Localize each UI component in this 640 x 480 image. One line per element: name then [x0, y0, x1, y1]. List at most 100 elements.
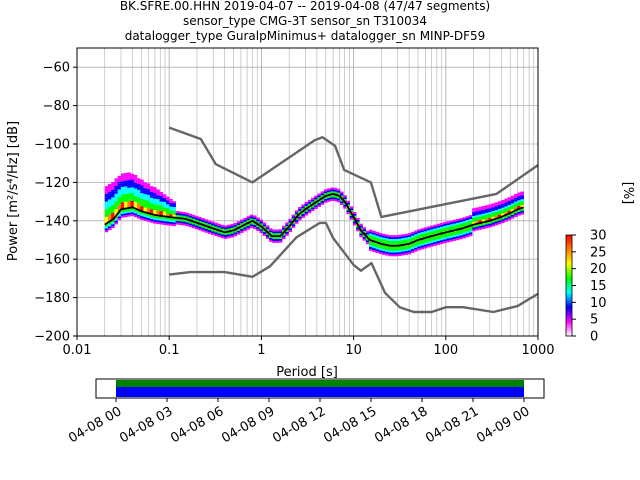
density-cell	[149, 220, 154, 223]
density-cell	[136, 189, 141, 192]
density-cell	[191, 216, 196, 219]
density-cell	[104, 207, 109, 210]
density-cell	[124, 205, 128, 208]
density-cell	[259, 221, 263, 224]
density-cell	[420, 239, 425, 242]
density-cell	[478, 220, 483, 223]
density-cell	[207, 222, 212, 225]
density-cell	[249, 222, 254, 225]
density-cell	[130, 210, 135, 213]
density-cell	[153, 219, 157, 222]
density-cell	[117, 183, 122, 186]
density-cell	[223, 233, 228, 236]
density-cell	[443, 237, 447, 240]
density-cell	[501, 217, 505, 220]
density-cell	[136, 205, 141, 208]
density-cell	[178, 211, 183, 214]
density-cell	[278, 240, 283, 243]
density-cell	[468, 226, 473, 229]
density-cell	[517, 196, 521, 199]
density-cell	[169, 202, 173, 205]
density-cell	[294, 221, 299, 224]
density-cell	[230, 224, 234, 226]
density-cell	[311, 197, 315, 200]
density-cell	[124, 197, 128, 200]
density-cell	[501, 205, 505, 208]
density-cell	[262, 232, 267, 234]
density-cell	[117, 179, 122, 182]
density-cell	[230, 233, 234, 236]
density-cell	[330, 191, 334, 194]
density-cell	[420, 234, 425, 236]
density-cell	[178, 213, 183, 216]
density-cell	[159, 216, 164, 219]
density-cell	[146, 206, 151, 209]
density-cell	[124, 186, 128, 189]
density-cell	[494, 211, 499, 214]
density-cell	[359, 231, 363, 234]
density-cell	[124, 203, 128, 206]
density-cell	[504, 212, 508, 214]
density-cell	[459, 233, 463, 236]
density-cell	[107, 212, 112, 215]
density-cell	[214, 230, 218, 233]
density-cell	[414, 247, 418, 250]
density-cell	[430, 229, 434, 232]
density-cell	[298, 210, 302, 213]
density-cell	[333, 197, 338, 200]
density-cell	[127, 172, 131, 175]
density-cell	[327, 192, 331, 195]
density-cell	[127, 193, 131, 196]
density-cell	[388, 238, 392, 241]
density-cell	[165, 198, 170, 201]
density-cell	[436, 227, 441, 230]
density-cell	[472, 225, 476, 228]
density-cell	[298, 218, 302, 221]
density-cell	[120, 192, 125, 195]
density-cell	[191, 226, 196, 229]
density-cell	[136, 207, 141, 210]
density-cell	[191, 222, 196, 225]
density-cell	[427, 237, 431, 240]
density-cell	[346, 200, 350, 203]
density-cell	[275, 237, 280, 240]
density-cell	[481, 227, 486, 230]
density-cell	[253, 215, 257, 218]
density-cell	[372, 230, 376, 233]
density-cell	[153, 212, 157, 215]
density-cell	[323, 197, 328, 199]
density-cell	[420, 247, 425, 250]
density-cell	[369, 246, 373, 249]
density-cell	[433, 228, 438, 231]
density-cell	[394, 235, 399, 238]
density-cell	[107, 226, 112, 229]
density-cell	[146, 191, 151, 193]
density-cell	[120, 177, 125, 180]
density-cell	[514, 193, 518, 196]
density-cell	[478, 216, 483, 219]
density-cell	[372, 232, 376, 235]
density-cell	[146, 189, 151, 192]
density-cell	[127, 205, 131, 207]
density-cell	[488, 204, 492, 207]
density-cell	[114, 189, 118, 192]
density-cell	[188, 223, 193, 226]
density-cell	[117, 195, 122, 198]
density-cell	[327, 197, 331, 200]
density-cell	[130, 200, 135, 203]
density-cell	[114, 205, 118, 208]
density-cell	[165, 200, 170, 203]
density-cell	[520, 203, 525, 205]
density-cell	[478, 225, 483, 228]
density-cell	[456, 234, 460, 237]
density-cell	[391, 252, 396, 255]
density-cell	[172, 208, 176, 211]
density-cell	[130, 179, 135, 182]
density-cell	[282, 229, 286, 232]
density-cell	[146, 216, 151, 218]
density-cell	[194, 225, 199, 228]
density-cell	[111, 182, 115, 184]
density-cell	[227, 226, 231, 229]
density-cell	[259, 223, 263, 226]
density-cell	[472, 221, 476, 224]
